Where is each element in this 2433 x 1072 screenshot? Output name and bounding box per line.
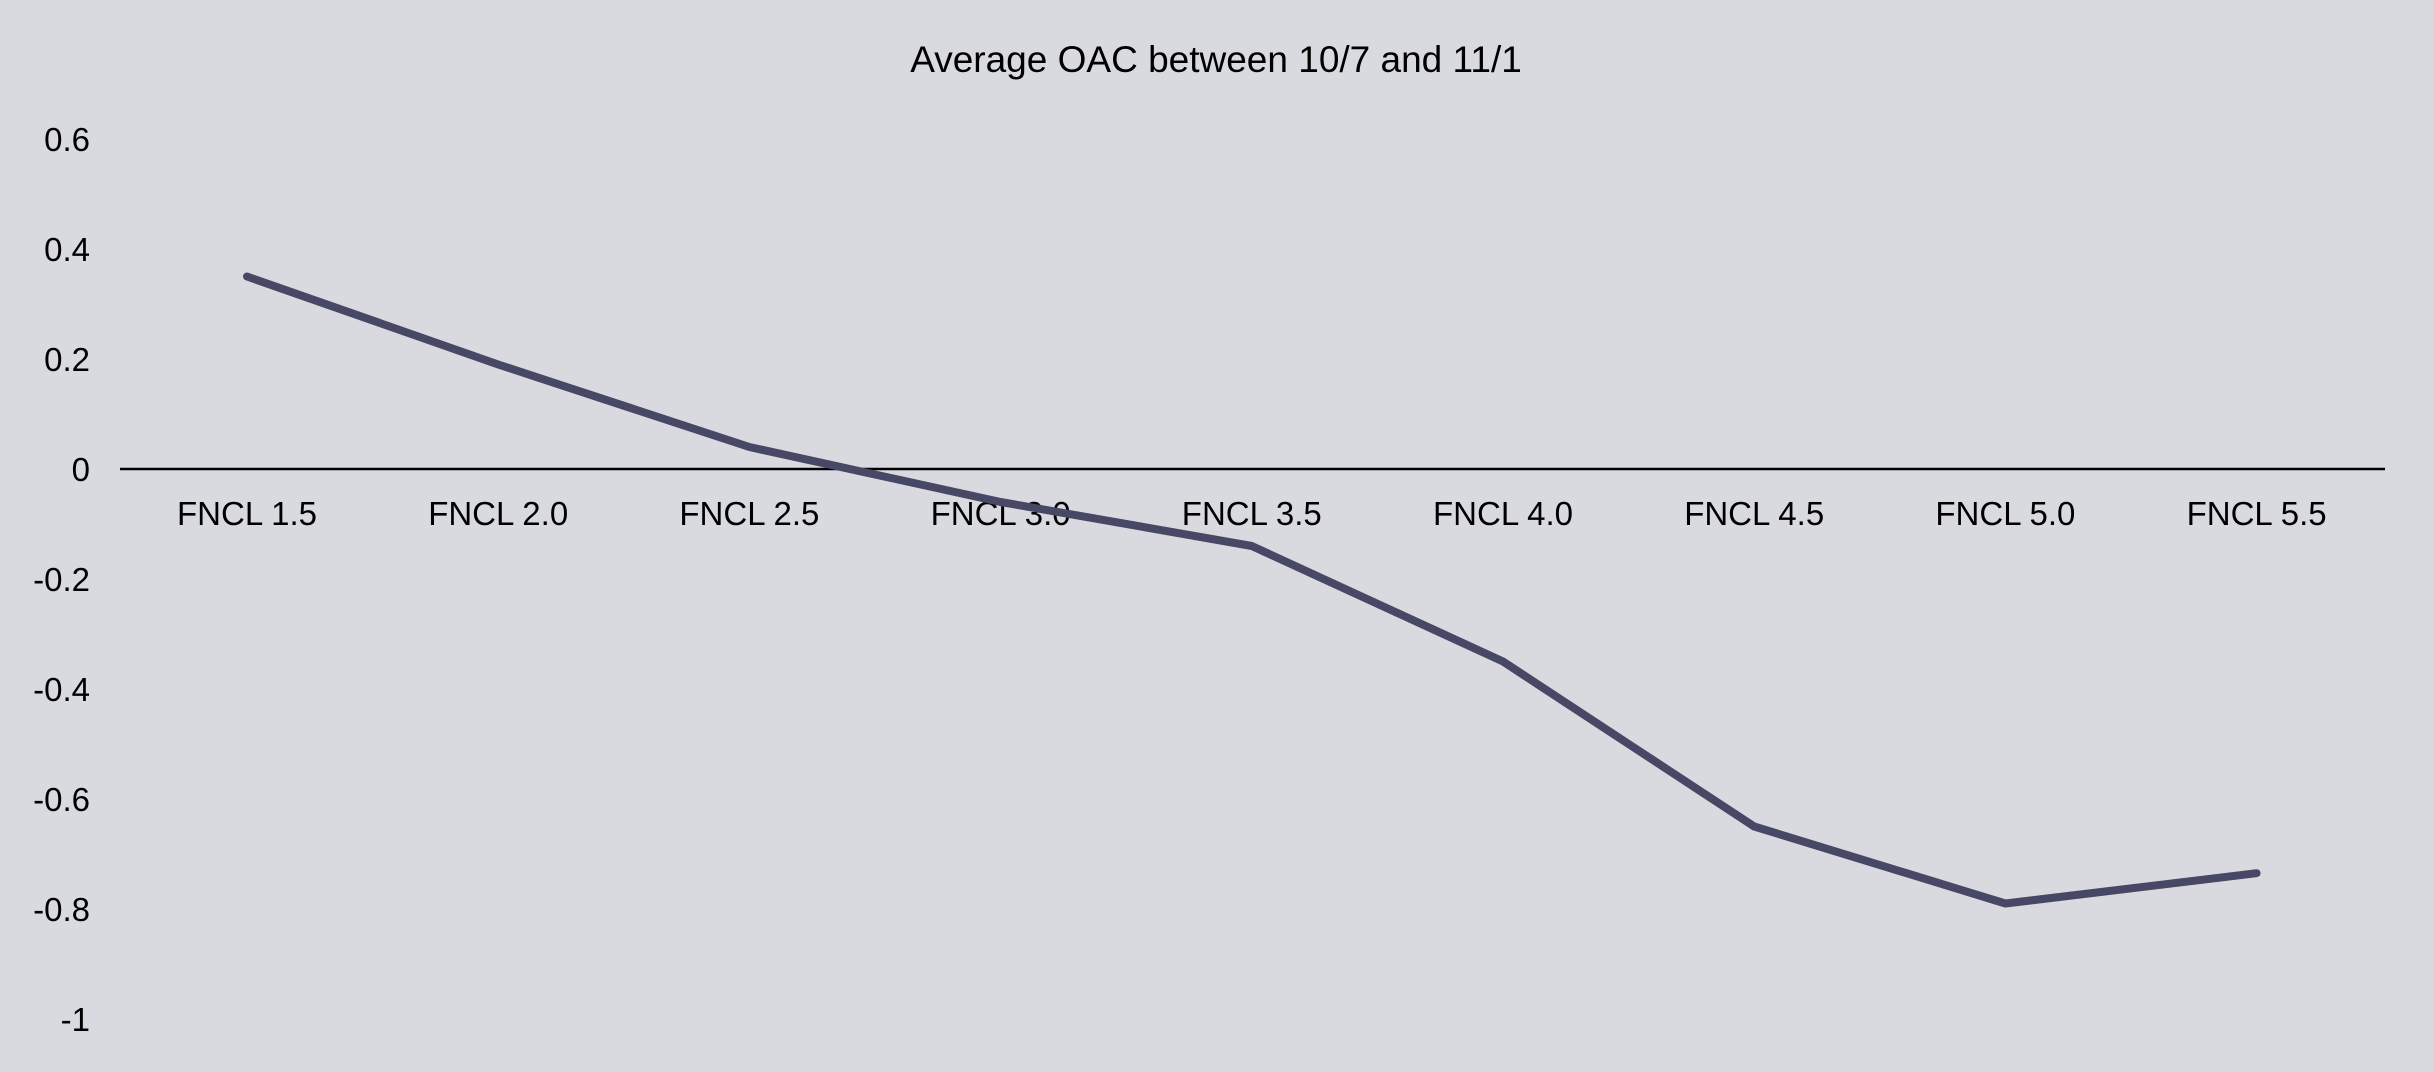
y-tick-label: -0.6: [33, 781, 90, 818]
x-category-label: FNCL 1.5: [177, 495, 317, 532]
x-category-label: FNCL 3.5: [1182, 495, 1322, 532]
x-axis-category-labels: FNCL 1.5 FNCL 2.0 FNCL 2.5 FNCL 3.0 FNCL 3.5…: [177, 495, 2327, 532]
x-category-label: FNCL 5.5: [2187, 495, 2327, 532]
x-category-label: FNCL 2.5: [679, 495, 819, 532]
y-tick-label: 0.4: [44, 231, 90, 268]
series-group: [243, 272, 2261, 908]
y-tick-label: -0.4: [33, 671, 90, 708]
y-tick-label: -0.8: [33, 891, 90, 928]
x-category-label: FNCL 2.0: [428, 495, 568, 532]
y-axis-tick-labels: 0.6 0.4 0.2 0 -0.2 -0.4 -0.6 -0.8 -1: [33, 121, 90, 1038]
x-category-label: FNCL 5.0: [1935, 495, 2075, 532]
y-tick-label: -0.2: [33, 561, 90, 598]
y-tick-label: 0.2: [44, 341, 90, 378]
y-tick-label: -1: [61, 1001, 90, 1038]
y-tick-label: 0.6: [44, 121, 90, 158]
series-line: [243, 272, 2261, 908]
x-category-label: FNCL 4.5: [1684, 495, 1824, 532]
x-category-label: FNCL 4.0: [1433, 495, 1573, 532]
y-tick-label: 0: [72, 451, 90, 488]
chart-title: Average OAC between 10/7 and 11/1: [910, 39, 1522, 80]
